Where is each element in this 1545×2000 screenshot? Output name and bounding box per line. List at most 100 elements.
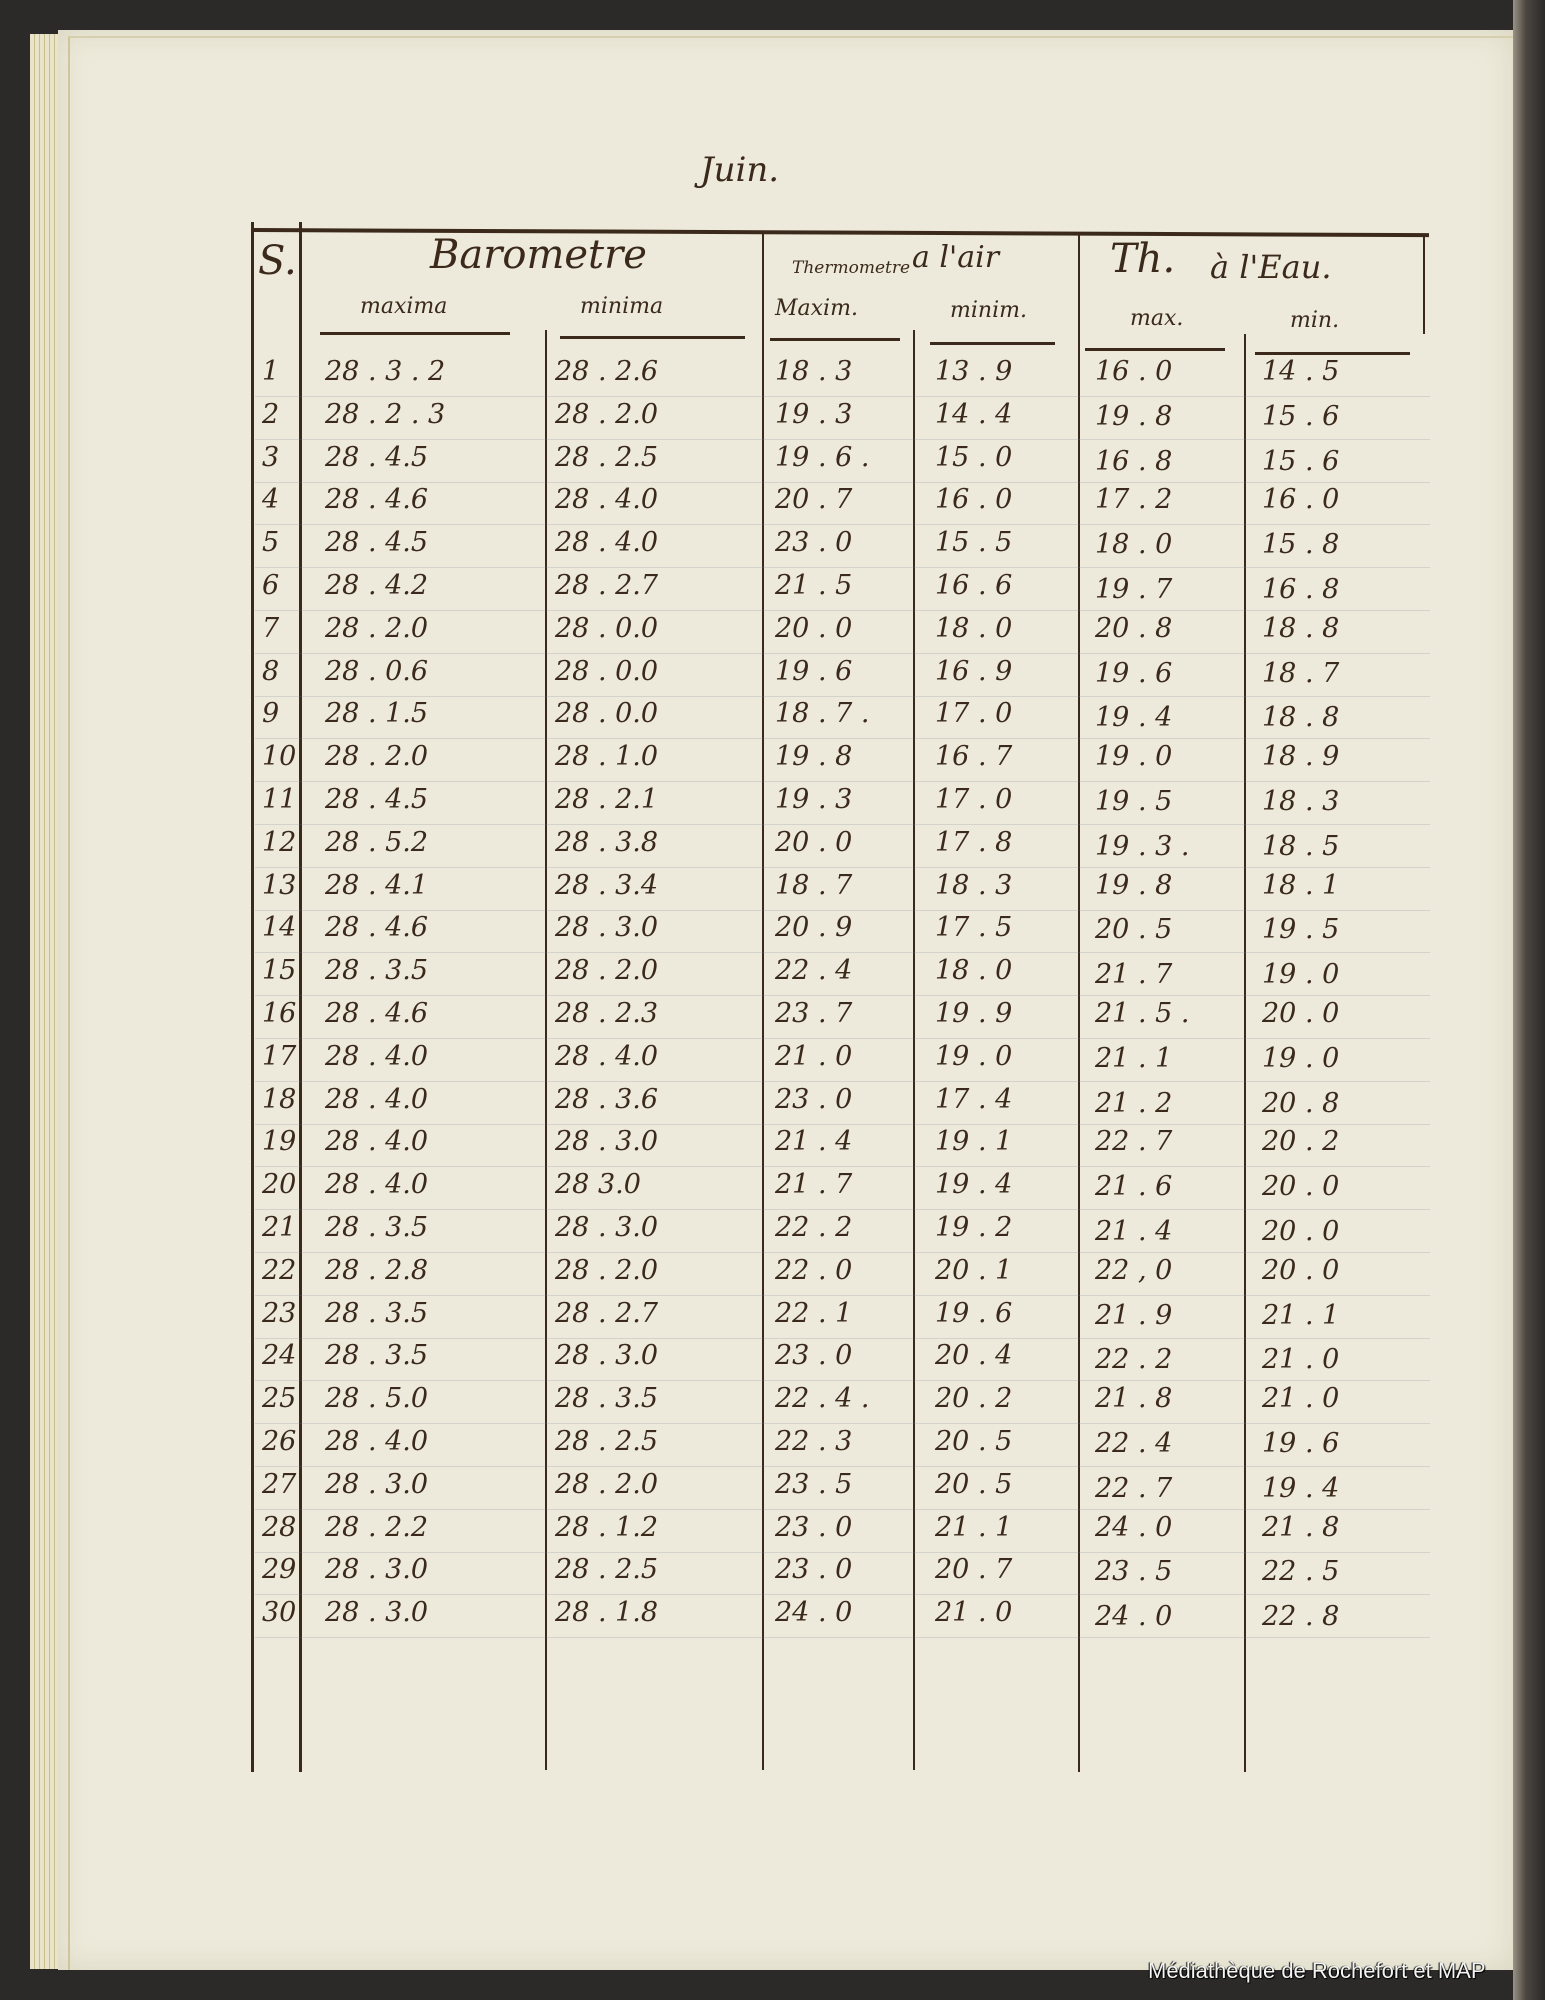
ruled-line [255,1423,1430,1425]
water-min-cell: 18 . 9 [1262,741,1340,773]
underline [560,336,745,339]
water-min-cell: 20 . 0 [1262,1171,1340,1203]
barometer-max-cell: 28 . 5.2 [325,826,429,858]
air-max-cell: 21 . 7 [775,1169,853,1201]
day-cell: 6 [262,570,280,601]
water-sub-divider [1244,334,1246,1772]
water-max-cell: 17 . 2 [1095,484,1173,516]
barometer-min-cell: 28 . 2.7 [555,570,659,601]
barometer-min-cell: 28 . 0.0 [555,698,659,730]
water-max-cell: 19 . 6 [1095,657,1173,689]
facing-page-edge [1513,0,1545,2000]
air-max-cell: 18 . 7 [775,869,853,901]
thermometer-min-header: minim. [950,298,1027,323]
barometer-min-cell: 28 . 1.0 [555,741,659,773]
barometer-min-cell: 28 . 2.3 [555,998,659,1029]
barometer-max-cell: 28 . 3.0 [325,1468,429,1500]
water-min-cell: 16 . 0 [1262,484,1340,516]
ruled-line [255,1637,1430,1639]
air-max-cell: 21 . 5 [775,570,853,601]
day-cell: 10 [262,741,297,773]
air-min-cell: 19 . 4 [935,1169,1013,1201]
day-cell: 15 [262,955,297,987]
air-max-cell: 23 . 0 [775,1083,853,1115]
day-cell: 9 [262,698,280,730]
day-cell: 17 [262,1040,297,1072]
water-max-cell: 21 . 7 [1095,959,1173,991]
air-min-cell: 20 . 5 [935,1468,1013,1500]
water-max-cell: 19 . 8 [1095,400,1173,432]
air-max-cell: 23 . 7 [775,998,853,1029]
air-max-cell: 23 . 0 [775,1554,853,1586]
water-max-cell: 21 . 6 [1095,1171,1173,1203]
barometer-max-cell: 28 . 0.6 [325,655,429,687]
air-max-cell: 19 . 3 [775,784,853,815]
water-max-cell: 19 . 0 [1095,741,1173,773]
water-max-cell: 16 . 0 [1095,356,1173,387]
day-header: S. [258,238,297,284]
barometer-min-cell: 28 . 2.6 [555,356,659,387]
water-max-cell: 22 , 0 [1095,1254,1173,1286]
barometer-min-cell: 28 . 2.5 [555,1426,659,1457]
ruled-line [255,1551,1430,1553]
water-min-cell: 18 . 8 [1262,612,1340,644]
air-max-cell: 23 . 0 [775,527,853,559]
table-left-line [251,222,254,1772]
barometer-min-cell: 28 . 4.0 [555,1040,659,1072]
day-cell: 8 [262,655,280,687]
air-max-cell: 19 . 3 [775,398,853,430]
water-max-cell: 19 . 7 [1095,574,1173,605]
water-min-cell: 19 . 0 [1262,1042,1340,1074]
air-min-cell: 20 . 5 [935,1426,1013,1457]
water-min-cell: 21 . 0 [1262,1344,1340,1376]
water-min-cell: 15 . 6 [1262,400,1340,432]
barometer-max-cell: 28 . 3.5 [325,1212,429,1243]
air-min-cell: 14 . 4 [935,398,1013,430]
barometer-min-cell: 28 . 1.8 [555,1597,659,1629]
water-min-cell: 15 . 6 [1262,445,1340,477]
barometer-min-cell: 28 . 4.0 [555,527,659,559]
thermometer-divider [762,232,764,1770]
barometer-max-cell: 28 . 4.5 [325,527,429,559]
ruled-line [255,1337,1430,1339]
ruled-line [255,1209,1430,1211]
air-min-cell: 17 . 4 [935,1083,1013,1115]
ruled-line [255,1252,1430,1253]
barometer-max-cell: 28 . 3.5 [325,955,429,987]
water-max-cell: 18 . 0 [1095,529,1173,561]
water-min-cell: 21 . 0 [1262,1383,1340,1415]
table-right-line [1423,234,1425,334]
air-min-cell: 19 . 2 [935,1212,1013,1243]
thermometer-air-header: a l'air [912,240,1000,275]
water-min-cell: 20 . 0 [1262,1216,1340,1247]
water-min-cell: 18 . 1 [1262,869,1340,901]
barometer-min-cell: 28 . 3.8 [555,826,659,858]
day-cell: 2 [262,398,280,430]
air-max-cell: 23 . 5 [775,1468,853,1500]
water-max-cell: 20 . 5 [1095,914,1173,946]
air-max-cell: 22 . 1 [775,1297,853,1329]
air-max-cell: 19 . 6 [775,655,853,687]
air-min-cell: 20 . 4 [935,1340,1013,1372]
air-max-cell: 22 . 4 [775,955,853,987]
barometer-min-header: minima [580,294,664,319]
water-max-cell: 19 . 3 . [1095,830,1190,862]
barometer-header: Barometre [430,232,647,278]
day-cell: 24 [262,1340,297,1372]
air-min-cell: 18 . 0 [935,955,1013,987]
day-cell: 27 [262,1468,297,1500]
water-min-cell: 22 . 5 [1262,1556,1340,1588]
air-min-cell: 20 . 7 [935,1554,1013,1586]
day-cell: 3 [262,441,280,473]
barometer-min-cell: 28 . 2.1 [555,784,659,815]
water-label-header: à l'Eau. [1210,248,1332,286]
water-min-cell: 16 . 8 [1262,574,1340,605]
water-max-cell: 21 . 4 [1095,1216,1173,1247]
day-cell: 21 [262,1212,297,1243]
barometer-min-cell: 28 . 2.0 [555,1254,659,1286]
barometer-max-cell: 28 . 3 . 2 [325,356,446,387]
underline [770,338,900,341]
water-min-cell: 15 . 8 [1262,529,1340,561]
ruled-line [255,438,1430,440]
barometer-min-cell: 28 . 3.0 [555,1212,659,1243]
